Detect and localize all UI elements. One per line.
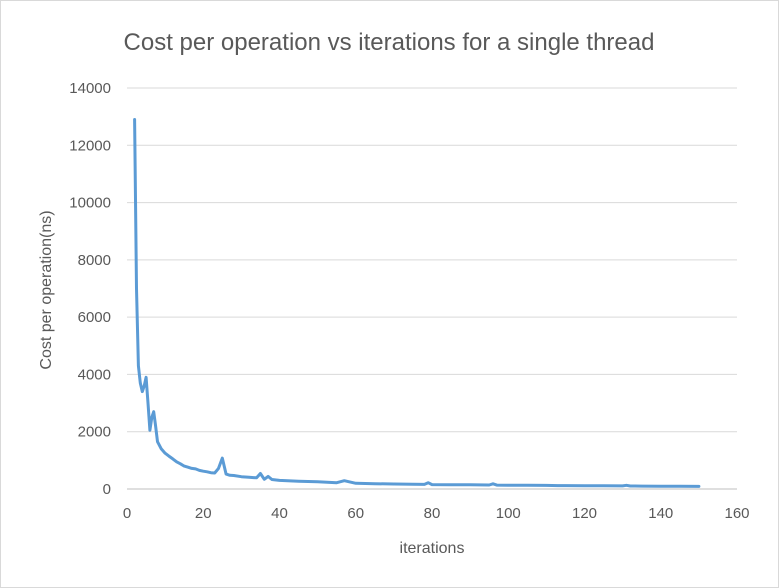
x-tick-label: 120 bbox=[572, 505, 597, 522]
y-tick-label: 10000 bbox=[69, 195, 111, 212]
x-tick-label: 20 bbox=[195, 505, 212, 522]
x-tick-label: 160 bbox=[724, 505, 749, 522]
y-tick-labels: 0 2000 4000 6000 8000 10000 12000 14000 bbox=[69, 80, 111, 498]
y-tick-label: 14000 bbox=[69, 80, 111, 97]
chart-title: Cost per operation vs iterations for a s… bbox=[124, 29, 655, 56]
y-tick-label: 2000 bbox=[78, 424, 111, 441]
y-tick-label: 0 bbox=[103, 481, 111, 498]
x-tick-label: 0 bbox=[123, 505, 131, 522]
gridlines bbox=[127, 87, 737, 490]
x-tick-label: 140 bbox=[648, 505, 673, 522]
x-tick-label: 80 bbox=[424, 505, 441, 522]
y-tick-label: 6000 bbox=[78, 309, 111, 326]
y-tick-label: 12000 bbox=[69, 137, 111, 154]
x-tick-label: 60 bbox=[347, 505, 364, 522]
x-tick-labels: 0 20 40 60 80 100 120 140 160 bbox=[123, 505, 750, 522]
y-tick-label: 4000 bbox=[78, 366, 111, 383]
y-tick-label: 8000 bbox=[78, 252, 111, 269]
series-layer bbox=[133, 118, 701, 488]
x-tick-label: 40 bbox=[271, 505, 288, 522]
x-tick-label: 100 bbox=[496, 505, 521, 522]
series-line-0 bbox=[133, 118, 701, 488]
y-axis-title: Cost per operation(ns) bbox=[38, 210, 55, 369]
x-axis-title: iterations bbox=[400, 540, 465, 557]
